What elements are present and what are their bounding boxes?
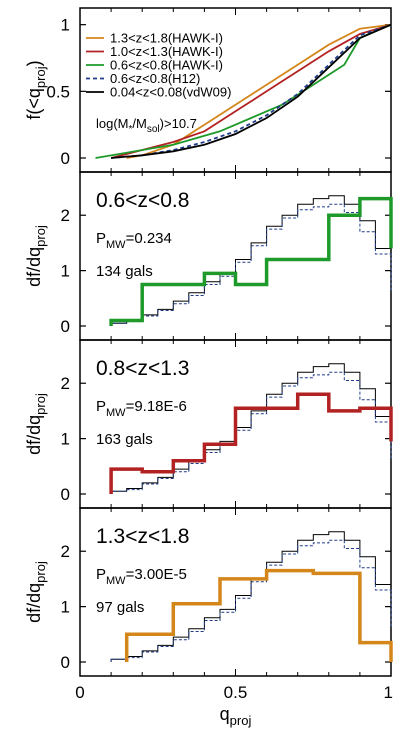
hist-2-ylabel: df/dqproj <box>24 393 48 455</box>
hist-1-histogram <box>109 196 393 326</box>
x-axis-label-sub: proj <box>230 713 252 728</box>
hist-2-ytick-label: 2 <box>61 374 70 393</box>
hist-2-gals: 163 gals <box>96 431 153 448</box>
hist-1-ytick-label: 0 <box>61 317 70 336</box>
hist-2-ylabel-main: df/dq <box>24 415 44 455</box>
mass-cut-annotation-sub2: sol <box>147 124 160 135</box>
cumulative-ytick-label: 0.5 <box>46 82 70 101</box>
cumulative-ytick-label: 0 <box>61 149 70 168</box>
legend-label: 0.04<z<0.08(vdW09) <box>110 85 231 100</box>
cumulative-series-line <box>95 23 392 159</box>
mass-cut-annotation-mid: /M <box>132 116 146 131</box>
hist-1-gals: 134 gals <box>96 263 153 280</box>
hist-2-pmw-sub: MW <box>106 407 126 419</box>
hist-1-pmw: PMW=0.234 <box>96 230 172 251</box>
hist-1-pmw-sub: MW <box>106 239 126 251</box>
hist-3-pmw-sub: MW <box>106 575 126 587</box>
hist-3-ytick-label: 1 <box>61 598 70 617</box>
cumulative-ytick-label: 1 <box>61 16 70 35</box>
hist-2-histogram <box>109 392 393 494</box>
hist-2-reference-histogram <box>110 363 392 494</box>
hist-1-ylabel-sub: proj <box>33 225 48 247</box>
hist-2-pmw: PMW=9.18E-6 <box>96 398 187 419</box>
cumulative-ylabel-sub: proj <box>33 66 48 88</box>
hist-1-pmw-label: P <box>96 230 106 247</box>
hist-1-title: 0.6<z<0.8 <box>96 189 189 212</box>
hist-1-ytick-label: 2 <box>61 206 70 225</box>
hist-3-reference-histogram <box>110 531 392 662</box>
hist-2-ytick-label: 0 <box>61 485 70 504</box>
xtick-label: 0.5 <box>224 683 248 702</box>
hist-1-reference-histogram <box>110 203 392 326</box>
cumulative-ylabel-main: f(<q <box>24 88 44 120</box>
hist-3-pmw-label: P <box>96 566 106 583</box>
panels: 00.51f(<qproj)1.3<z<1.8(HAWK-I)1.0<z<1.3… <box>24 7 393 728</box>
hist-3-gals: 97 gals <box>96 599 144 616</box>
hist-1-ylabel-main: df/dq <box>24 247 44 287</box>
legend-label: 0.6<z<0.8(HAWK-I) <box>110 58 223 73</box>
legend-label: 1.3<z<1.8(HAWK-I) <box>110 31 223 46</box>
hist-1-pmw-value: =0.234 <box>126 230 172 247</box>
hist-1-ytick-label: 1 <box>61 262 70 281</box>
hist-2-ylabel-sub: proj <box>33 393 48 415</box>
cumulative-ylabel: f(<qproj) <box>24 60 48 119</box>
hist-2-pmw-label: P <box>96 398 106 415</box>
hist-3-ytick-label: 2 <box>61 542 70 561</box>
x-axis-label: qproj <box>220 704 252 728</box>
hist-1-ylabel: df/dqproj <box>24 225 48 287</box>
hist-1-reference-histogram <box>110 195 392 326</box>
hist-3-histogram <box>124 568 393 662</box>
mass-cut-annotation: log(M*/Msol)>10.7 <box>96 116 197 135</box>
hist-3-pmw-value: =3.00E-5 <box>126 566 187 583</box>
cumulative-series-line <box>126 23 392 159</box>
hist-3-ytick-label: 0 <box>61 653 70 672</box>
hist-2-title: 0.8<z<1.3 <box>96 357 189 380</box>
mass-cut-annotation-sub1: * <box>129 124 133 135</box>
x-axis-label-main: q <box>220 704 230 724</box>
hist-3-title: 1.3<z<1.8 <box>96 525 189 548</box>
hist-2-reference-histogram <box>110 371 392 494</box>
xtick-label: 0 <box>75 683 84 702</box>
hist-3-ylabel: df/dqproj <box>24 561 48 623</box>
legend-label: 0.6<z<0.8(H12) <box>110 71 200 86</box>
hist-2-pmw-value: =9.18E-6 <box>126 398 187 415</box>
hist-3-ylabel-sub: proj <box>33 561 48 583</box>
hist-2-ytick-label: 1 <box>61 430 70 449</box>
cumulative-series-line <box>110 23 392 159</box>
legend-label: 1.0<z<1.3(HAWK-I) <box>110 44 223 59</box>
mass-cut-annotation-tail: )>10.7 <box>160 116 197 131</box>
cumulative-series-line <box>111 23 392 159</box>
cumulative-ylabel-tail: ) <box>24 60 44 66</box>
hist-3-pmw: PMW=3.00E-5 <box>96 566 187 587</box>
hist-3-reference-histogram <box>110 539 392 662</box>
xtick-label: 1 <box>384 683 393 702</box>
mass-cut-annotation-main: log(M <box>96 116 129 131</box>
hist-3-ylabel-main: df/dq <box>24 583 44 623</box>
